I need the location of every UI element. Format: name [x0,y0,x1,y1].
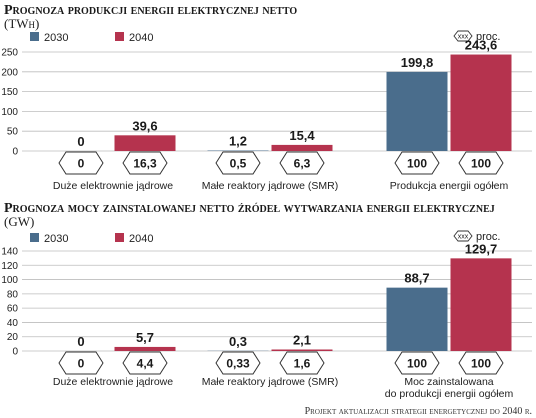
percent-label-2030: 0,33 [226,357,250,371]
bar-2040 [271,349,333,351]
percent-label-2030: 0 [78,157,85,171]
bar-2040 [114,135,176,151]
value-label-2030: 0 [77,334,84,349]
bar-2040 [271,144,333,151]
percent-hexagon-2040 [279,151,325,175]
source-footer: Projekt aktualizacji strategii energetyc… [305,406,532,417]
chart2-unit: (GW) [4,214,34,229]
value-label-2030: 199,8 [401,55,434,70]
bar-2030 [386,71,448,151]
percent-hexagon-2030 [58,351,104,375]
category-label: Duże elektrownie jądrowe [53,180,173,192]
percent-label-2030: 0,5 [230,157,247,171]
value-label-2040: 2,1 [293,333,311,348]
bar-2040 [450,54,512,151]
legend-swatch-2030 [30,32,39,41]
value-label-2030: 88,7 [404,271,429,286]
percent-legend-label: proc. [476,231,500,243]
value-label-2040: 129,7 [465,241,498,256]
legend-label-2040: 2040 [129,32,153,44]
percent-legend-label: proc. [476,31,500,43]
category-label: Duże elektrownie jądrowe [53,376,173,388]
percent-label-2040: 100 [471,357,491,371]
percent-label-2030: 100 [407,357,427,371]
y-tick-label: 100 [1,275,18,286]
chart-1: 0 50 100 150 200 250 2030 2040 xxx proc. 0 0 1,2 0,5 1… [1,30,532,192]
value-label-2040: 243,6 [465,38,498,53]
value-label-2030: 1,2 [229,134,247,149]
y-tick-label: 200 [1,67,18,78]
percent-label-2040: 6,3 [294,157,311,171]
legend-swatch-2030 [30,233,39,242]
percent-legend-hexagon-icon [453,30,473,42]
legend-label-2030: 2030 [44,233,68,245]
y-tick-label: 80 [7,289,19,300]
percent-hexagon-2030 [58,151,104,175]
category-label: Małe reaktory jądrowe (SMR) [202,376,339,388]
percent-hexagon-2030 [394,151,440,175]
y-tick-label: 40 [7,318,19,329]
percent-label-2030: 0 [78,357,85,371]
chart2-title: Prognoza mocy zainstalowanej netto źróde… [4,201,495,216]
percent-hexagon-2040 [122,351,168,375]
percent-hexagon-2040 [279,351,325,375]
bar-2030 [386,287,448,351]
legend-label-2030: 2030 [44,32,68,44]
legend-swatch-2040 [115,32,124,41]
value-label-2040: 39,6 [132,118,157,133]
value-label-2030: 0,3 [229,334,247,349]
percent-label-2030: 100 [407,157,427,171]
value-label-2030: 0 [77,134,84,149]
percent-label-2040: 1,6 [294,357,311,371]
y-tick-label: 0 [12,347,18,358]
percent-hexagon-2040 [122,151,168,175]
percent-legend-icon-text: xxx [458,234,469,241]
y-tick-label: 150 [1,87,18,98]
y-tick-label: 50 [7,127,19,138]
value-label-2040: 5,7 [136,330,154,345]
percent-label-2040: 4,4 [137,357,154,371]
percent-hexagon-2040 [458,351,504,375]
percent-hexagon-2030 [215,151,261,175]
category-label: Małe reaktory jądrowe (SMR) [202,180,339,192]
percent-label-2040: 100 [471,157,491,171]
y-tick-label: 0 [12,147,18,158]
percent-hexagon-2030 [215,351,261,375]
y-tick-label: 250 [1,48,18,59]
chart1-title: Prognoza produkcji energii elektrycznej … [4,3,297,18]
percent-hexagon-2040 [458,151,504,175]
category-label: Moc zainstalowana [404,376,493,388]
chart1-unit: (TWh) [4,16,39,31]
y-tick-label: 140 [1,247,18,258]
category-label: Produkcja energii ogółem [390,180,509,192]
percent-legend-icon-text: xxx [458,34,469,41]
percent-legend-hexagon-icon [453,230,473,242]
legend-swatch-2040 [115,233,124,242]
legend-label-2040: 2040 [129,233,153,245]
y-tick-label: 120 [1,261,18,272]
value-label-2040: 15,4 [289,128,315,143]
percent-hexagon-2030 [394,351,440,375]
y-tick-label: 100 [1,107,18,118]
percent-label-2040: 16,3 [133,157,157,171]
bar-2040 [114,346,176,351]
y-tick-label: 60 [7,304,19,315]
bar-2040 [450,258,512,351]
y-tick-label: 20 [7,332,19,343]
category-label: do produkcji energii ogółem [385,388,514,400]
